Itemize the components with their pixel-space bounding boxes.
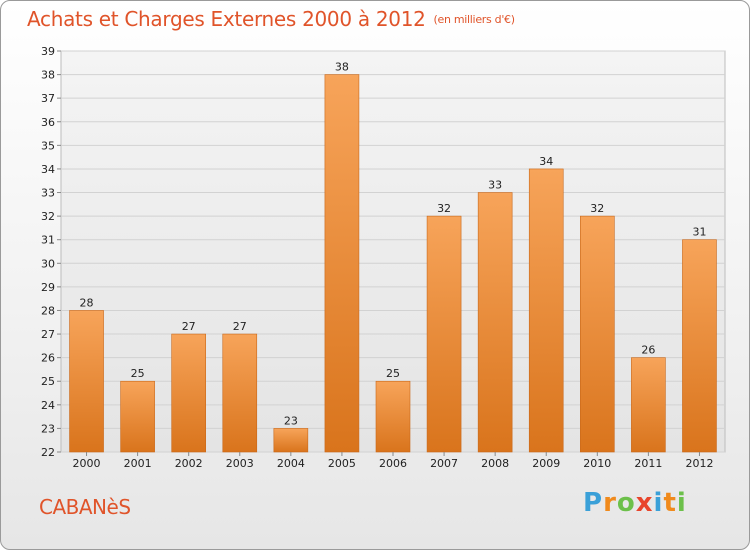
bar-2001 xyxy=(120,380,155,453)
x-tick-label: 2009 xyxy=(532,457,560,470)
value-label: 31 xyxy=(692,226,706,239)
y-tick-label: 32 xyxy=(41,210,55,223)
y-tick-label: 26 xyxy=(41,352,55,365)
logo-letter: t xyxy=(663,488,677,518)
x-axis-ticks: 2000 2001 2002 2003 2004 2005 2006 2007 2008 2009… xyxy=(73,452,713,470)
bar-2012 xyxy=(682,239,717,453)
y-tick-label: 37 xyxy=(41,92,55,105)
bar-2010 xyxy=(580,215,615,453)
x-tick-label: 2008 xyxy=(481,457,509,470)
value-label: 25 xyxy=(386,367,400,380)
y-tick-label: 27 xyxy=(41,328,55,341)
value-labels: 28 25 27 27 23 38 25 32 33 34 32 26 31 xyxy=(80,61,707,428)
value-label: 27 xyxy=(233,320,247,333)
logo-letter: r xyxy=(603,488,617,518)
y-tick-label: 33 xyxy=(41,187,55,200)
x-tick-label: 2001 xyxy=(124,457,152,470)
bar-2004 xyxy=(273,428,309,453)
y-tick-label: 24 xyxy=(41,399,55,412)
value-label: 32 xyxy=(590,202,604,215)
bar-2008 xyxy=(477,192,513,453)
y-tick-label: 22 xyxy=(41,446,55,459)
x-tick-label: 2007 xyxy=(430,457,458,470)
value-label: 27 xyxy=(182,320,196,333)
bar-2009 xyxy=(528,168,564,453)
y-tick-label: 31 xyxy=(41,234,55,247)
value-label: 28 xyxy=(80,296,94,309)
y-tick-label: 39 xyxy=(41,45,55,58)
x-tick-label: 2012 xyxy=(685,457,713,470)
value-label: 23 xyxy=(284,414,298,427)
value-label: 33 xyxy=(488,179,502,192)
bar-2007 xyxy=(426,215,462,453)
x-tick-label: 2003 xyxy=(226,457,254,470)
y-tick-label: 34 xyxy=(41,163,55,176)
x-tick-label: 2011 xyxy=(634,457,662,470)
y-tick-label: 30 xyxy=(41,257,55,270)
y-tick-label: 28 xyxy=(41,304,55,317)
x-tick-label: 2010 xyxy=(583,457,611,470)
x-tick-label: 2000 xyxy=(73,457,101,470)
logo-letter: i xyxy=(653,488,664,518)
value-label: 26 xyxy=(641,344,655,357)
x-tick-label: 2004 xyxy=(277,457,305,470)
bar-2006 xyxy=(375,380,411,453)
bar-2002 xyxy=(171,333,206,453)
x-tick-label: 2006 xyxy=(379,457,407,470)
value-label: 38 xyxy=(335,61,349,74)
value-label: 32 xyxy=(437,202,451,215)
bar-2011 xyxy=(631,357,666,453)
value-label: 25 xyxy=(131,367,145,380)
chart-unit: (en milliers d'€) xyxy=(433,13,515,26)
y-tick-label: 23 xyxy=(41,422,55,435)
y-tick-label: 38 xyxy=(41,69,55,82)
logo-letter: P xyxy=(583,488,604,518)
chart-title: Achats et Charges Externes 2000 à 2012 (e… xyxy=(27,7,515,31)
bar-2000 xyxy=(69,310,104,453)
proxiti-logo: Proxiti xyxy=(583,488,687,518)
chart-title-text: Achats et Charges Externes 2000 à 2012 xyxy=(27,7,426,31)
bar-2003 xyxy=(222,333,258,453)
x-tick-label: 2002 xyxy=(175,457,203,470)
y-tick-label: 36 xyxy=(41,116,55,129)
value-label: 34 xyxy=(539,155,553,168)
logo-letter: x xyxy=(635,488,654,518)
bar-2005 xyxy=(324,74,360,453)
bars xyxy=(69,74,717,453)
y-tick-label: 29 xyxy=(41,281,55,294)
y-tick-label: 25 xyxy=(41,375,55,388)
city-name: CABANèS xyxy=(39,495,131,519)
logo-letter: i xyxy=(676,488,687,518)
logo-letter: o xyxy=(616,488,636,518)
x-tick-label: 2005 xyxy=(328,457,356,470)
y-tick-label: 35 xyxy=(41,139,55,152)
y-axis-ticks: 22 23 24 25 26 27 28 29 30 31 32 33 34 35 36 37 38 39 xyxy=(41,45,61,459)
